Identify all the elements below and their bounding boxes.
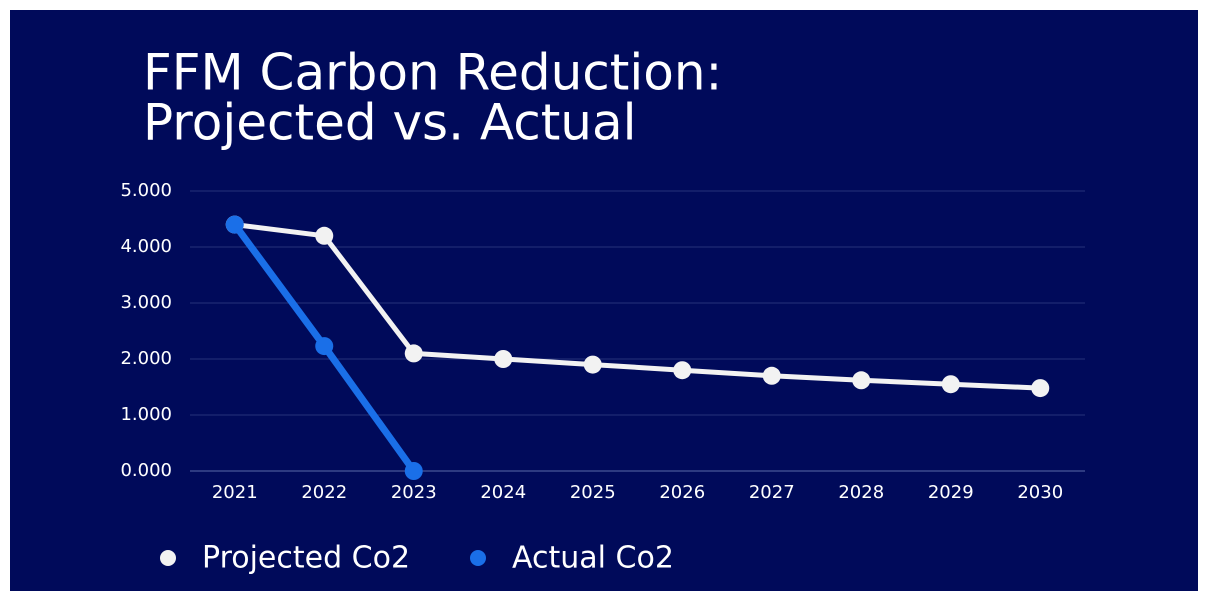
x-tick-label: 2028 — [838, 482, 884, 503]
legend-marker — [470, 550, 486, 566]
y-tick-label: 1.000 — [120, 404, 172, 425]
data-point — [673, 361, 692, 380]
y-tick-label: 4.000 — [120, 236, 172, 257]
x-tick-label: 2025 — [570, 482, 616, 503]
data-point — [225, 215, 244, 234]
y-tick-label: 2.000 — [120, 348, 172, 369]
data-point — [941, 375, 960, 394]
x-tick-label: 2026 — [659, 482, 705, 503]
series-line — [234, 222, 1041, 391]
data-point — [404, 462, 423, 480]
data-point — [762, 366, 781, 385]
x-tick-label: 2030 — [1017, 482, 1063, 503]
y-tick-label: 5.000 — [120, 180, 172, 201]
legend-label: Actual Co2 — [512, 541, 674, 576]
x-tick-label: 2021 — [212, 482, 258, 503]
y-tick-label: 0.000 — [120, 460, 172, 481]
data-point — [852, 371, 871, 390]
data-point — [404, 344, 423, 363]
data-point — [1031, 379, 1050, 398]
x-tick-label: 2029 — [928, 482, 974, 503]
x-tick-label: 2023 — [391, 482, 437, 503]
y-tick-label: 3.000 — [120, 292, 172, 313]
data-point — [583, 355, 602, 374]
chart-title: FFM Carbon Reduction: — [143, 44, 722, 102]
background — [10, 10, 1198, 591]
data-point — [315, 226, 334, 245]
chart-title: Projected vs. Actual — [143, 94, 637, 152]
x-tick-label: 2022 — [301, 482, 347, 503]
data-point — [315, 337, 334, 356]
data-point — [494, 350, 513, 368]
x-tick-label: 2027 — [749, 482, 795, 503]
x-tick-label: 2024 — [480, 482, 526, 503]
legend-marker — [160, 550, 176, 566]
legend-label: Projected Co2 — [202, 541, 410, 576]
